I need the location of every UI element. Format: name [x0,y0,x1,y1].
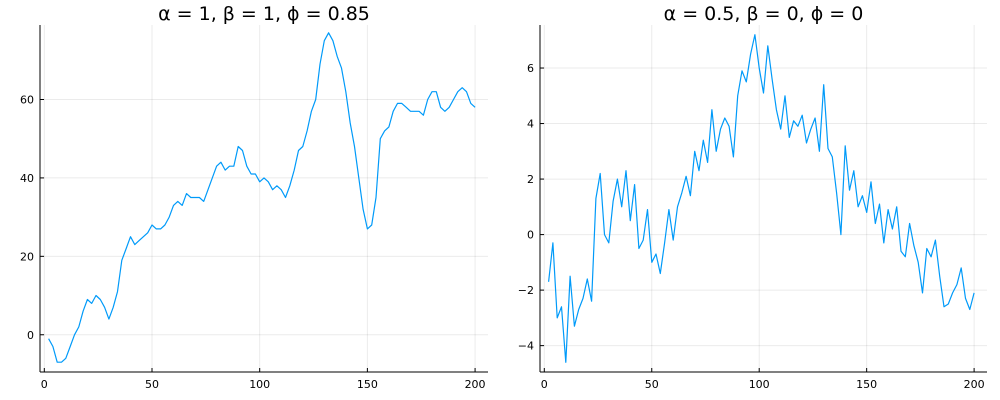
right-y-tick-label: 6 [527,62,534,75]
right-y-tick-label: 0 [527,229,534,242]
right-x-tick-label: 0 [541,378,548,391]
right-chart-panel: α = 0.5, β = 0, ϕ = 0 0 50 100 150 200 −4 −2 0 2… [518,3,987,391]
right-series-line [548,34,975,363]
left-y-tick-label: 60 [20,93,34,106]
right-x-tick-label: 50 [645,378,659,391]
right-x-tick-label: 200 [964,378,985,391]
right-y-tick-label: −4 [518,340,534,353]
left-x-tick-label: 150 [357,378,378,391]
left-chart-title: α = 1, β = 1, ϕ = 0.85 [158,3,370,25]
left-series-line [48,32,476,363]
left-y-tick-label: 0 [27,329,34,342]
left-chart-panel: α = 1, β = 1, ϕ = 0.85 0 50 100 150 200 0 20 40… [20,3,488,391]
right-x-tick-label: 100 [749,378,770,391]
right-y-tick-label: 4 [527,118,534,131]
left-x-tick-label: 0 [41,378,48,391]
left-x-tick-label: 200 [465,378,486,391]
left-y-tick-label: 40 [20,172,34,185]
right-y-tick-label: −2 [518,284,534,297]
left-x-tick-label: 50 [145,378,159,391]
right-x-tick-label: 150 [856,378,877,391]
right-y-tick-label: 2 [527,173,534,186]
left-x-tick-label: 100 [249,378,270,391]
right-chart-title: α = 0.5, β = 0, ϕ = 0 [664,3,864,25]
left-y-tick-label: 20 [20,250,34,263]
